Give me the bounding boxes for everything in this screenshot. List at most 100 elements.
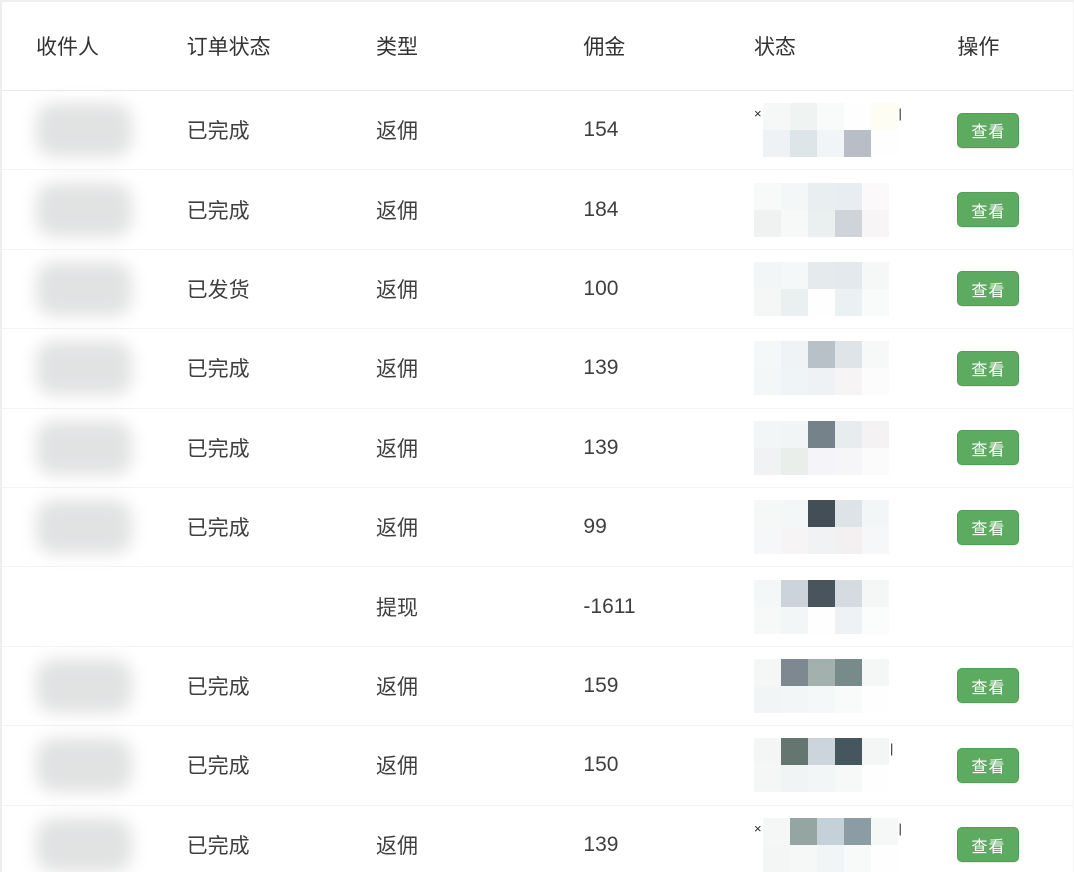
action-cell: 查看 <box>939 112 1073 148</box>
mosaic-block <box>762 817 790 845</box>
column-header-action: 操作 <box>957 36 1000 59</box>
status-cell <box>740 658 939 713</box>
type-cell: 返佣 <box>376 834 419 858</box>
commission-cell: 99 <box>583 515 607 539</box>
order-status-cell: 已完成 <box>186 517 250 541</box>
view-button[interactable]: 查看 <box>957 430 1020 466</box>
mosaic-block <box>834 527 862 555</box>
mosaic-block <box>780 182 808 210</box>
table-row: 已完成 返佣 139 × | 查看 <box>2 806 1073 872</box>
type-cell: 返佣 <box>376 675 419 699</box>
mosaic-block <box>753 447 781 475</box>
table-row: 已完成 返佣 150 | 查看 <box>2 726 1073 806</box>
commission-cell: -1611 <box>583 594 636 618</box>
mosaic-block <box>780 261 808 289</box>
mosaic-block <box>834 182 862 210</box>
order-status-cell: 已完成 <box>186 675 250 699</box>
action-cell: 查看 <box>939 271 1073 307</box>
action-cell: 查看 <box>939 668 1073 704</box>
view-button[interactable]: 查看 <box>957 747 1020 783</box>
recipient-cell <box>2 103 172 158</box>
commission-cell: 159 <box>583 673 619 697</box>
column-header-recipient: 收件人 <box>36 36 99 59</box>
pixelation-blocks <box>753 738 889 793</box>
mosaic-block <box>834 209 862 237</box>
commission-cell: 150 <box>583 753 619 777</box>
type-cell: 返佣 <box>376 437 419 461</box>
mosaic-block <box>780 288 808 316</box>
redacted-recipient-blur <box>36 817 132 872</box>
pixelation-blocks <box>753 341 889 396</box>
mosaic-block <box>780 420 808 448</box>
mosaic-block <box>807 527 835 555</box>
redacted-status-mosaic <box>753 579 889 634</box>
mosaic-block <box>789 103 817 131</box>
mosaic-block <box>834 658 862 686</box>
mosaic-block <box>834 685 862 713</box>
mosaic-block <box>753 765 781 793</box>
view-button[interactable]: 查看 <box>957 668 1020 704</box>
view-button[interactable]: 查看 <box>957 271 1020 307</box>
view-button[interactable]: 查看 <box>957 350 1020 386</box>
mosaic-block <box>780 500 808 528</box>
mosaic-block <box>834 420 862 448</box>
mosaic-block <box>861 447 889 475</box>
view-button[interactable]: 查看 <box>957 192 1020 228</box>
mosaic-block <box>762 844 790 872</box>
commission-cell: 139 <box>583 356 619 380</box>
mosaic-block <box>861 368 889 396</box>
table-row: 已完成 返佣 154 × | 查看 <box>2 91 1073 171</box>
commission-cell: 154 <box>583 118 619 142</box>
mosaic-block <box>861 765 889 793</box>
mosaic-block <box>762 130 790 158</box>
mosaic-block <box>861 420 889 448</box>
mosaic-block <box>753 606 781 634</box>
view-button[interactable]: 查看 <box>957 509 1020 545</box>
mosaic-block <box>861 261 889 289</box>
mosaic-block <box>816 844 844 872</box>
mosaic-block <box>870 103 898 131</box>
mosaic-block <box>753 261 781 289</box>
mosaic-block <box>807 288 835 316</box>
redacted-recipient-blur <box>36 738 132 793</box>
mosaic-block <box>843 130 871 158</box>
mosaic-block <box>834 500 862 528</box>
pixelation-blocks <box>762 817 898 872</box>
type-cell: 返佣 <box>376 517 419 541</box>
mosaic-block <box>834 261 862 289</box>
view-button[interactable]: 查看 <box>957 112 1020 148</box>
mosaic-block <box>807 738 835 766</box>
mosaic-block <box>780 447 808 475</box>
table-row: 已发货 返佣 100 查看 <box>2 250 1073 330</box>
pixelation-blocks <box>762 103 898 158</box>
redacted-status-mosaic <box>753 341 889 396</box>
recipient-cell <box>2 182 172 237</box>
recipient-cell <box>2 500 172 555</box>
redacted-recipient-blur <box>36 420 132 475</box>
column-header-type: 类型 <box>376 36 419 59</box>
mosaic-block <box>870 130 898 158</box>
mosaic-block <box>753 685 781 713</box>
mosaic-block <box>861 500 889 528</box>
mosaic-block <box>843 103 871 131</box>
status-cell: × | <box>740 817 939 872</box>
mosaic-block <box>834 341 862 369</box>
status-cell <box>740 500 939 555</box>
view-button[interactable]: 查看 <box>957 827 1020 863</box>
table-row: 提现 -1611 <box>2 567 1073 647</box>
mosaic-block <box>870 844 898 872</box>
mosaic-block <box>753 658 781 686</box>
mosaic-block <box>816 817 844 845</box>
mosaic-block <box>861 527 889 555</box>
mosaic-block <box>861 606 889 634</box>
column-header-commission: 佣金 <box>583 36 626 59</box>
mosaic-block <box>807 420 835 448</box>
redacted-recipient-blur <box>36 103 132 158</box>
table-header-row: 收件人 订单状态 类型 佣金 状态 操作 <box>2 2 1073 91</box>
pixelation-blocks <box>753 500 889 555</box>
mosaic-block <box>807 209 835 237</box>
redacted-status-mosaic: × | <box>754 103 902 158</box>
redacted-status-mosaic <box>753 500 889 555</box>
mosaic-block <box>834 738 862 766</box>
